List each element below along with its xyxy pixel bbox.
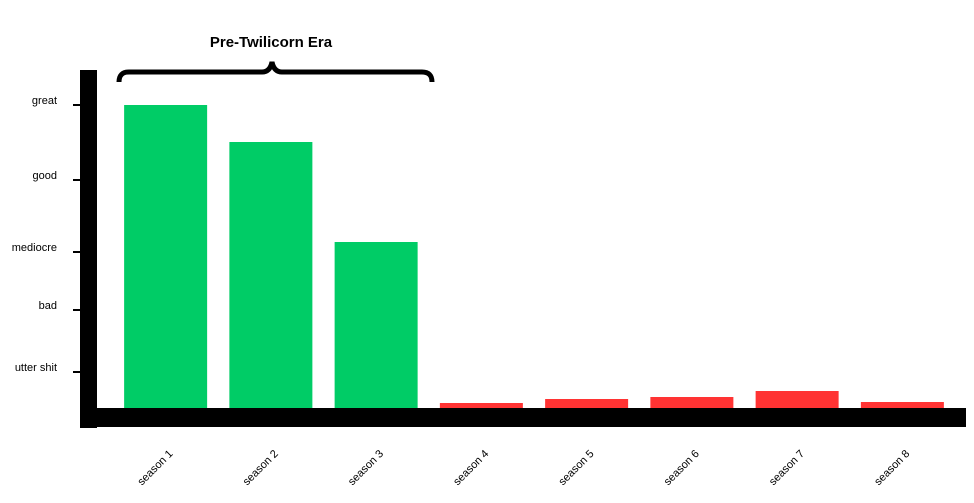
x-tick-label: season 6 [662, 448, 702, 488]
brace [116, 61, 435, 83]
bar [650, 397, 734, 408]
bar [334, 242, 418, 408]
x-tick-label: season 8 [872, 448, 912, 488]
x-axis [80, 408, 966, 427]
x-tick-label: season 7 [767, 448, 807, 488]
y-tick-label: good [33, 170, 57, 182]
x-tick-label: season 5 [557, 448, 597, 488]
x-tick-label: season 2 [241, 448, 281, 488]
bar [755, 391, 839, 408]
x-tick-label: season 1 [136, 448, 176, 488]
y-tick-label: mediocre [12, 242, 57, 254]
bar [545, 399, 629, 408]
annotation: Pre-Twilicorn Era [210, 34, 333, 51]
y-tick-label: bad [39, 300, 57, 312]
bar [229, 142, 313, 408]
x-tick-label: season 4 [451, 448, 491, 488]
x-tick-label: season 3 [346, 448, 386, 488]
bar [439, 403, 523, 408]
bar [860, 402, 944, 408]
y-tick-label: utter shit [15, 362, 57, 374]
y-tick-label: great [32, 95, 57, 107]
y-axis [80, 70, 97, 428]
bar [124, 105, 208, 408]
